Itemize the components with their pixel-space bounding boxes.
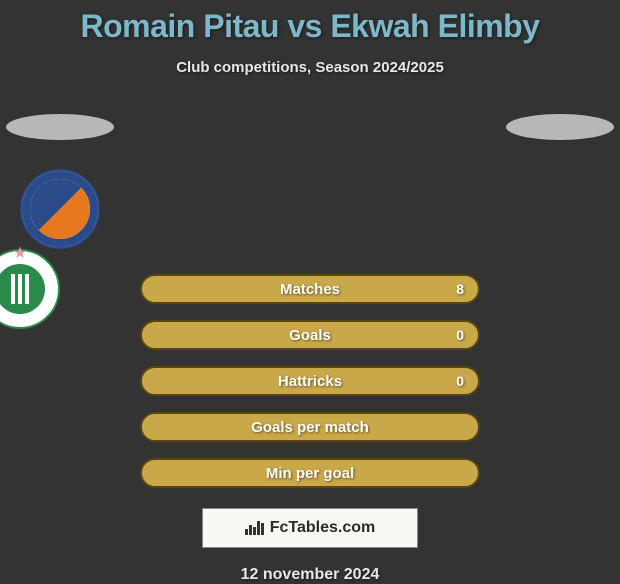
stat-label: Hattricks [278, 373, 342, 390]
stat-bar-min-per-goal: Min per goal [140, 458, 480, 488]
stat-label: Goals [289, 327, 331, 344]
montpellier-shield-icon [30, 179, 90, 239]
club-badge-left [20, 169, 100, 249]
player-right-ellipse [506, 114, 614, 140]
page-title: Romain Pitau vs Ekwah Elimby [0, 0, 620, 45]
stat-bar-goals-per-match: Goals per match [140, 412, 480, 442]
stat-bar-matches: Matches 8 [140, 274, 480, 304]
club-badge-right: ★ [0, 249, 60, 329]
watermark: FcTables.com [202, 508, 418, 548]
stat-label: Goals per match [251, 419, 369, 436]
stat-value-right: 0 [456, 327, 464, 343]
asse-circle-icon [0, 264, 45, 314]
stat-label: Min per goal [266, 465, 354, 482]
stat-value-right: 8 [456, 281, 464, 297]
chart-icon [245, 521, 264, 535]
subtitle: Club competitions, Season 2024/2025 [0, 59, 620, 76]
date-label: 12 november 2024 [0, 566, 620, 584]
comparison-container: Romain Pitau vs Ekwah Elimby Club compet… [0, 0, 620, 580]
stat-bar-goals: Goals 0 [140, 320, 480, 350]
stat-value-right: 0 [456, 373, 464, 389]
stats-area: ★ Matches 8 Goals 0 Hattricks 0 [0, 114, 620, 488]
player-left-ellipse [6, 114, 114, 140]
star-icon: ★ [13, 243, 27, 263]
stat-bars: Matches 8 Goals 0 Hattricks 0 Goals per … [140, 274, 480, 488]
watermark-text: FcTables.com [270, 519, 376, 537]
stat-label: Matches [280, 281, 340, 298]
stat-bar-hattricks: Hattricks 0 [140, 366, 480, 396]
asse-stripes-icon [11, 274, 29, 304]
